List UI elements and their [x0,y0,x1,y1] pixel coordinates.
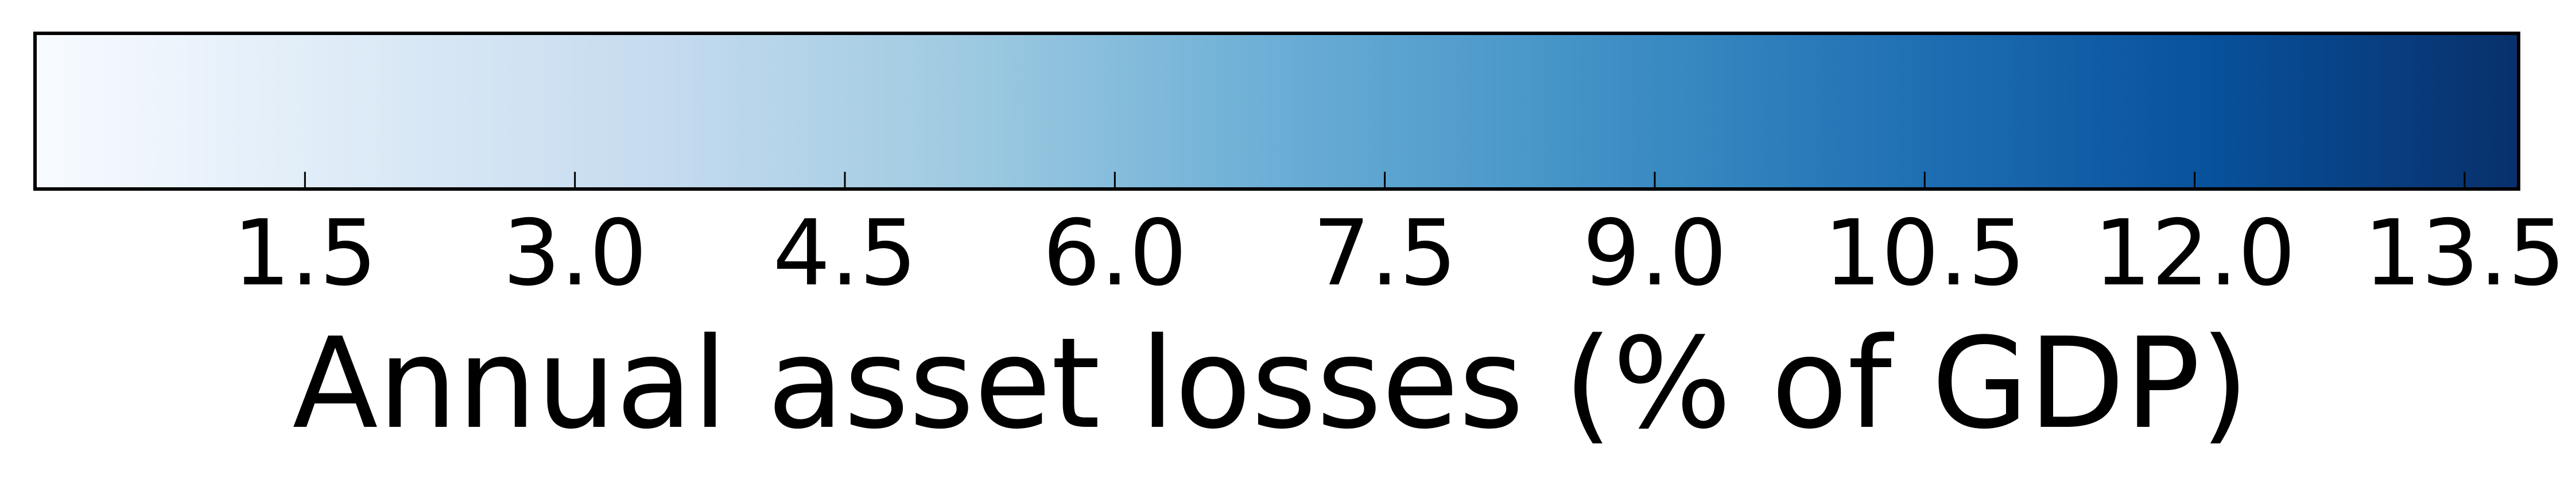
colorbar-tick-label: 6.0 [1043,200,1187,306]
colorbar-ticks: 1.5 3.0 4.5 6.0 7.5 9.0 10.5 12.0 13.5 [233,172,2566,306]
colorbar-tick-label: 4.5 [773,200,917,306]
colorbar-tick-label: 9.0 [1582,200,1727,306]
colorbar-gradient [35,33,2519,189]
colorbar-frame [33,32,2520,191]
colorbar-tick-label: 12.0 [2094,200,2296,306]
colorbar-tick-label: 7.5 [1313,200,1457,306]
colorbar-tick-label: 3.0 [503,200,647,306]
colorbar-axis-label: Annual asset losses (% of GDP) [292,311,2249,457]
colorbar-tick-label: 10.5 [1824,200,2026,306]
colorbar-tick-label: 1.5 [233,200,377,306]
colorbar-tick-label: 13.5 [2364,200,2566,306]
